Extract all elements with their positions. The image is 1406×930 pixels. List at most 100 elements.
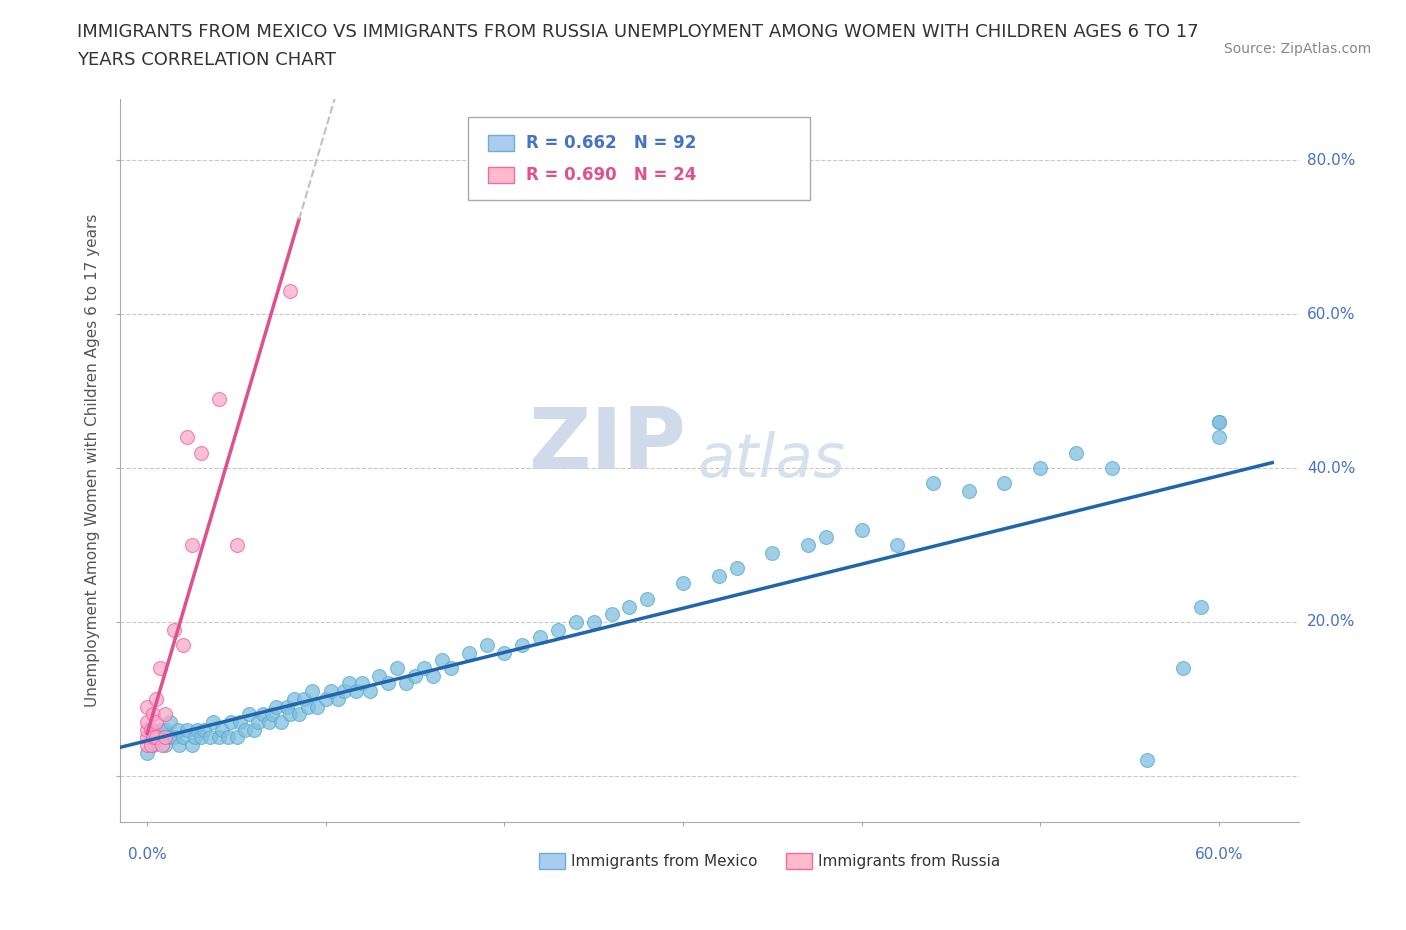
Point xyxy=(153,723,176,737)
Point xyxy=(851,522,873,537)
Point xyxy=(149,723,172,737)
Point xyxy=(142,730,165,745)
Point xyxy=(350,676,373,691)
Point xyxy=(475,638,498,653)
Point xyxy=(1189,599,1212,614)
Point xyxy=(136,714,159,729)
Text: 40.0%: 40.0% xyxy=(1308,460,1355,475)
Y-axis label: Unemployment Among Women with Children Ages 6 to 17 years: Unemployment Among Women with Children A… xyxy=(86,214,100,707)
Point xyxy=(172,730,194,745)
Point xyxy=(176,723,198,737)
Point xyxy=(150,737,173,752)
Point xyxy=(136,730,159,745)
Point xyxy=(315,691,337,706)
Point xyxy=(957,484,980,498)
Point xyxy=(494,645,516,660)
Point xyxy=(172,638,194,653)
Point xyxy=(814,530,837,545)
Point xyxy=(136,737,159,752)
Point xyxy=(457,645,479,660)
Point xyxy=(252,707,274,722)
Point xyxy=(246,714,269,729)
Point xyxy=(198,730,221,745)
Point xyxy=(136,723,159,737)
Point xyxy=(328,691,350,706)
Point xyxy=(619,599,641,614)
Point xyxy=(202,714,225,729)
Point xyxy=(1136,753,1159,768)
Point xyxy=(1208,430,1230,445)
Point xyxy=(404,669,426,684)
Point xyxy=(565,615,588,630)
Bar xyxy=(538,853,565,869)
Point xyxy=(276,699,298,714)
Point xyxy=(368,669,391,684)
Point xyxy=(243,723,266,737)
Point xyxy=(150,730,173,745)
Point xyxy=(145,691,167,706)
Text: R = 0.662   N = 92: R = 0.662 N = 92 xyxy=(526,134,696,152)
Point xyxy=(208,730,231,745)
Text: Immigrants from Mexico: Immigrants from Mexico xyxy=(571,854,758,869)
Point xyxy=(1029,460,1052,475)
Point xyxy=(270,714,292,729)
Point xyxy=(707,568,730,583)
Point xyxy=(297,699,319,714)
Point xyxy=(922,476,945,491)
Point xyxy=(153,730,176,745)
Point xyxy=(359,684,381,698)
Point xyxy=(430,653,453,668)
Text: 0.0%: 0.0% xyxy=(128,847,166,862)
FancyBboxPatch shape xyxy=(468,117,810,200)
Point xyxy=(1064,445,1087,460)
Point xyxy=(153,737,176,752)
Point xyxy=(1208,415,1230,430)
Bar xyxy=(786,853,813,869)
Point xyxy=(725,561,748,576)
Point xyxy=(797,538,820,552)
Point xyxy=(288,707,311,722)
Point xyxy=(166,723,188,737)
Point xyxy=(636,591,658,606)
Point xyxy=(193,723,215,737)
Point xyxy=(149,660,172,675)
Point xyxy=(582,615,605,630)
Point xyxy=(1171,660,1194,675)
Point xyxy=(190,445,212,460)
Point xyxy=(761,545,783,560)
Point xyxy=(672,576,695,591)
Text: 60.0%: 60.0% xyxy=(1195,847,1243,862)
Text: Immigrants from Russia: Immigrants from Russia xyxy=(818,854,1001,869)
Text: 80.0%: 80.0% xyxy=(1308,153,1355,167)
Point xyxy=(413,660,436,675)
Point xyxy=(190,730,212,745)
Point xyxy=(321,684,343,698)
Point xyxy=(153,707,176,722)
Point xyxy=(993,476,1015,491)
Point xyxy=(145,714,167,729)
Point xyxy=(395,676,418,691)
Point xyxy=(217,730,239,745)
Point xyxy=(257,714,280,729)
Point xyxy=(136,699,159,714)
Text: ZIP: ZIP xyxy=(529,405,686,487)
Point xyxy=(1208,415,1230,430)
Point xyxy=(145,730,167,745)
Point xyxy=(142,737,165,752)
Point xyxy=(180,538,202,552)
Point xyxy=(139,723,162,737)
Point xyxy=(510,638,533,653)
Point xyxy=(278,707,301,722)
Point xyxy=(337,676,360,691)
Point xyxy=(208,392,231,406)
Point xyxy=(1101,460,1123,475)
Text: atlas: atlas xyxy=(697,431,846,490)
Point xyxy=(262,707,284,722)
Text: 60.0%: 60.0% xyxy=(1308,307,1355,322)
Point xyxy=(219,714,242,729)
Point xyxy=(886,538,908,552)
Point xyxy=(440,660,463,675)
Point xyxy=(176,430,198,445)
Point xyxy=(301,684,323,698)
Point xyxy=(422,669,444,684)
